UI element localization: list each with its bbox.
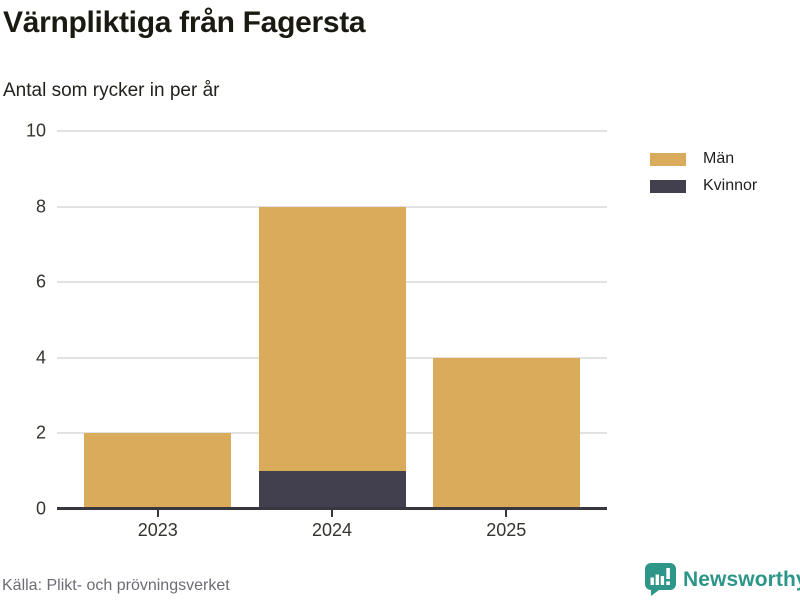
bar-segment-män-2025 — [432, 357, 580, 509]
y-tick-label: 6 — [35, 271, 46, 292]
newsworthy-icon — [645, 563, 676, 596]
chart-title: Värnpliktiga från Fagersta — [3, 6, 366, 39]
x-tick — [156, 510, 159, 517]
x-tick-label: 2023 — [137, 520, 178, 540]
x-tick-label: 2025 — [486, 520, 527, 540]
y-tick-label: 10 — [25, 120, 46, 141]
x-tick-label: 2024 — [311, 520, 353, 540]
source-text: Källa: Plikt- och prövningsverket — [2, 577, 230, 594]
legend-label: Män — [703, 150, 735, 167]
legend-swatch — [650, 152, 686, 166]
x-axis-line — [57, 507, 607, 510]
legend-item-kvinnor: Kvinnor — [650, 177, 757, 195]
chart-subtitle: Antal som rycker in per år — [3, 80, 220, 101]
y-tick-label: 2 — [35, 422, 46, 443]
x-tick — [331, 510, 333, 517]
bar-segment-män-2024 — [258, 206, 406, 472]
legend-swatch — [650, 179, 686, 193]
y-tick-label: 8 — [35, 196, 46, 217]
legend-label: Kvinnor — [703, 177, 758, 194]
gridline — [57, 130, 607, 132]
legend-item-män: Män — [650, 150, 757, 168]
bar-segment-män-2023 — [84, 433, 232, 509]
brand-name: Newsworthy — [683, 567, 800, 591]
y-tick-label: 0 — [35, 498, 46, 519]
y-tick-label: 4 — [35, 347, 46, 368]
bar-segment-kvinnor-2024 — [258, 471, 406, 509]
brand-logo: Newsworthy — [645, 563, 800, 596]
legend: Män Kvinnor — [650, 150, 757, 195]
x-tick — [505, 510, 508, 517]
